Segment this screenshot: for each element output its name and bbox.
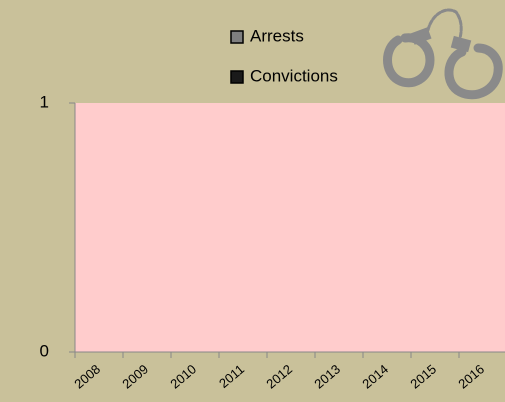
legend-swatch [230, 70, 244, 84]
y-tick-label: 1 [40, 92, 49, 111]
legend-label: Arrests [250, 26, 304, 45]
handcuffs-icon [383, 8, 503, 100]
legend-swatch [230, 30, 244, 44]
plot-area [75, 103, 505, 352]
y-tick-label: 0 [40, 341, 49, 360]
legend-label: Convictions [250, 66, 338, 85]
